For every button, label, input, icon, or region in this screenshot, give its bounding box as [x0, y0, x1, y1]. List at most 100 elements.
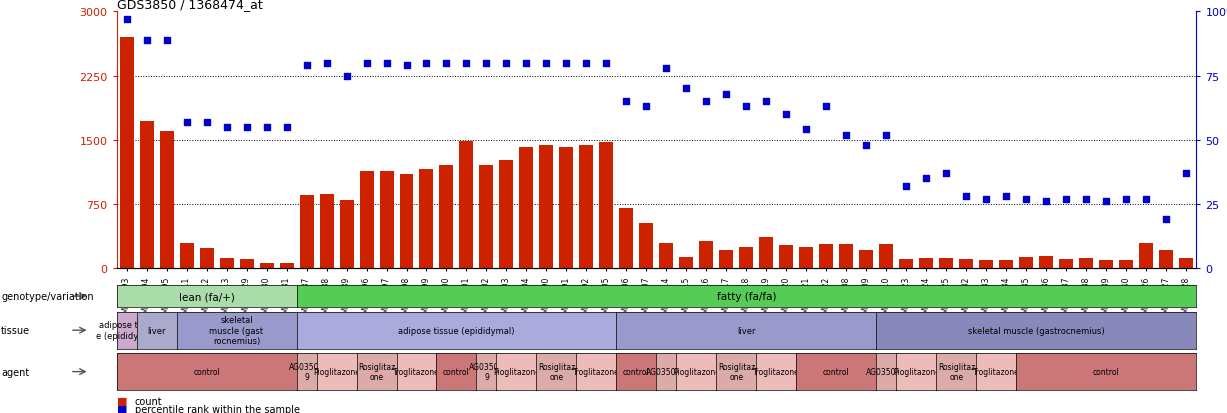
Text: Troglitazone: Troglitazone [753, 367, 800, 376]
Text: skeletal muscle (gastrocnemius): skeletal muscle (gastrocnemius) [968, 326, 1104, 335]
Point [336, 73, 356, 80]
Bar [119, 38, 134, 268]
Bar [140, 122, 153, 268]
Text: skeletal
muscle (gast
rocnemius): skeletal muscle (gast rocnemius) [210, 316, 264, 345]
Bar [519, 147, 534, 268]
Bar [499, 161, 513, 268]
Text: Pioglitazone: Pioglitazone [313, 367, 360, 376]
Text: control: control [1093, 367, 1120, 376]
Bar [779, 245, 794, 268]
Point [917, 176, 936, 182]
Point [256, 124, 276, 131]
Text: tissue: tissue [1, 325, 31, 335]
Point [777, 112, 796, 118]
Bar [1039, 256, 1053, 268]
Text: Troglitazone: Troglitazone [973, 367, 1020, 376]
Point [977, 196, 996, 203]
Bar [439, 166, 454, 268]
Text: adipose tissu
e (epididymal): adipose tissu e (epididymal) [96, 321, 157, 340]
Bar [1140, 244, 1153, 268]
Point [217, 124, 237, 131]
Point [957, 193, 977, 200]
Bar [579, 145, 594, 268]
Bar [859, 251, 874, 268]
Bar [1179, 258, 1194, 268]
Point [637, 104, 656, 110]
Point [577, 60, 596, 67]
Bar [999, 260, 1014, 268]
Point [817, 104, 837, 110]
Text: Rosiglitaz
one: Rosiglitaz one [358, 362, 395, 381]
Point [1016, 196, 1036, 203]
Point [497, 60, 517, 67]
Point [456, 60, 476, 67]
Bar [899, 259, 913, 268]
Point [697, 99, 717, 105]
Bar [220, 258, 233, 268]
Point [617, 99, 637, 105]
Text: agent: agent [1, 367, 29, 377]
Point [656, 65, 676, 72]
Point [237, 124, 256, 131]
Point [297, 63, 317, 69]
Point [157, 37, 177, 44]
Bar [600, 143, 614, 268]
Point [357, 60, 377, 67]
Bar [260, 263, 274, 268]
Bar [960, 259, 973, 268]
Bar [400, 175, 413, 268]
Bar [740, 247, 753, 268]
Bar [979, 261, 994, 268]
Text: AG035029: AG035029 [647, 367, 686, 376]
Point [1136, 196, 1156, 203]
Bar [179, 244, 194, 268]
Text: Troglitazone: Troglitazone [393, 367, 439, 376]
Text: AG03502
9: AG03502 9 [288, 362, 324, 381]
Bar [699, 241, 713, 268]
Point [417, 60, 437, 67]
Text: GDS3850 / 1368474_at: GDS3850 / 1368474_at [117, 0, 263, 11]
Point [396, 63, 416, 69]
Point [676, 86, 696, 93]
Text: liver: liver [737, 326, 756, 335]
Point [117, 17, 136, 24]
Point [196, 119, 216, 126]
Text: Pioglitazone: Pioglitazone [893, 367, 940, 376]
Text: Rosiglitaz
one: Rosiglitaz one [937, 362, 975, 381]
Point [1097, 199, 1117, 205]
Bar [200, 249, 213, 268]
Point [136, 37, 156, 44]
Text: ■: ■ [117, 396, 128, 406]
Text: control: control [623, 367, 650, 376]
Point [1037, 199, 1056, 205]
Point [1117, 196, 1136, 203]
Bar [340, 200, 353, 268]
Point [736, 104, 756, 110]
Point [177, 119, 196, 126]
Point [876, 132, 896, 139]
Bar [299, 195, 314, 268]
Point [557, 60, 577, 67]
Bar [680, 257, 693, 268]
Point [1177, 171, 1196, 177]
Point [437, 60, 456, 67]
Point [596, 60, 616, 67]
Point [317, 60, 336, 67]
Text: AG03502
9: AG03502 9 [469, 362, 504, 381]
Text: control: control [443, 367, 470, 376]
Text: ■: ■ [117, 404, 128, 413]
Text: control: control [193, 367, 220, 376]
Point [717, 91, 736, 97]
Point [757, 99, 777, 105]
Point [1056, 196, 1076, 203]
Bar [1160, 251, 1173, 268]
Bar [880, 244, 893, 268]
Point [536, 60, 556, 67]
Bar [540, 145, 553, 268]
Bar [319, 194, 334, 268]
Bar [719, 251, 734, 268]
Bar [360, 172, 373, 268]
Bar [160, 132, 173, 268]
Point [837, 132, 856, 139]
Text: Rosiglitaz
one: Rosiglitaz one [537, 362, 575, 381]
